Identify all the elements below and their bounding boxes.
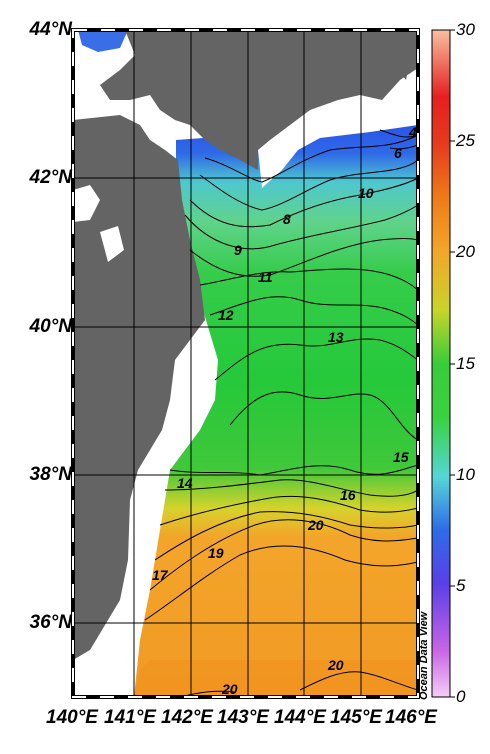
lat-label-42N: 42°N <box>29 167 72 188</box>
contour-label: 9 <box>234 242 242 258</box>
colorbar-ticks <box>450 29 455 698</box>
colorbar-tick-10: 10 <box>456 465 475 484</box>
contour-label: 20 <box>307 517 324 533</box>
contour-label: 20 <box>221 681 238 697</box>
lon-label-142E: 142°E <box>161 707 213 728</box>
colorbar-tick-0: 0 <box>456 687 466 706</box>
ocean-temperature-field <box>134 125 418 697</box>
plot-frame-dash <box>72 29 419 698</box>
colorbar-tick-30: 30 <box>456 20 475 39</box>
contour-label: 10 <box>358 185 374 201</box>
contour-label: 16 <box>340 487 356 503</box>
ocean-data-view-credit: Ocean Data View <box>418 611 430 700</box>
contour-label: 14 <box>177 475 193 491</box>
contour-label: 6 <box>394 145 402 161</box>
contour-label: 17 <box>152 567 169 583</box>
graticule <box>73 30 418 697</box>
contour-label: 4 <box>408 124 417 140</box>
contour-label: 15 <box>393 449 409 465</box>
lon-label-144E: 144°E <box>274 707 326 728</box>
lat-label-44N: 44°N <box>29 19 72 40</box>
lat-label-36N: 36°N <box>29 612 72 633</box>
lon-label-141E: 141°E <box>104 707 156 728</box>
contour-label-group: 4 6 8 9 10 11 12 13 14 15 16 17 19 20 20… <box>152 124 417 697</box>
land <box>73 30 418 660</box>
lon-label-140E: 140°E <box>46 707 98 728</box>
contour-label: 8 <box>283 211 291 227</box>
land-kuril-islands <box>380 34 408 80</box>
colorbar-tick-15: 15 <box>456 354 475 373</box>
lon-label-143E: 143°E <box>217 707 269 728</box>
contour-label: 13 <box>328 329 344 345</box>
cold-water-patch-northwest <box>78 30 128 52</box>
lat-label-40N: 40°N <box>29 316 72 337</box>
contour-label: 19 <box>208 545 224 561</box>
warm-water-patch <box>134 660 418 697</box>
lon-label-145E: 145°E <box>330 707 382 728</box>
contour-label: 11 <box>258 269 273 285</box>
colorbar <box>431 29 451 698</box>
contour-lines <box>144 129 418 697</box>
land-hokkaido <box>100 30 418 170</box>
lat-label-38N: 38°N <box>29 464 72 485</box>
contour-label: 20 <box>327 657 344 673</box>
lon-label-146E: 146°E <box>385 707 437 728</box>
colorbar-tick-25: 25 <box>456 131 475 150</box>
colorbar-tick-5: 5 <box>456 576 466 595</box>
colorbar-tick-20: 20 <box>456 242 475 261</box>
contour-label: 12 <box>218 307 234 323</box>
